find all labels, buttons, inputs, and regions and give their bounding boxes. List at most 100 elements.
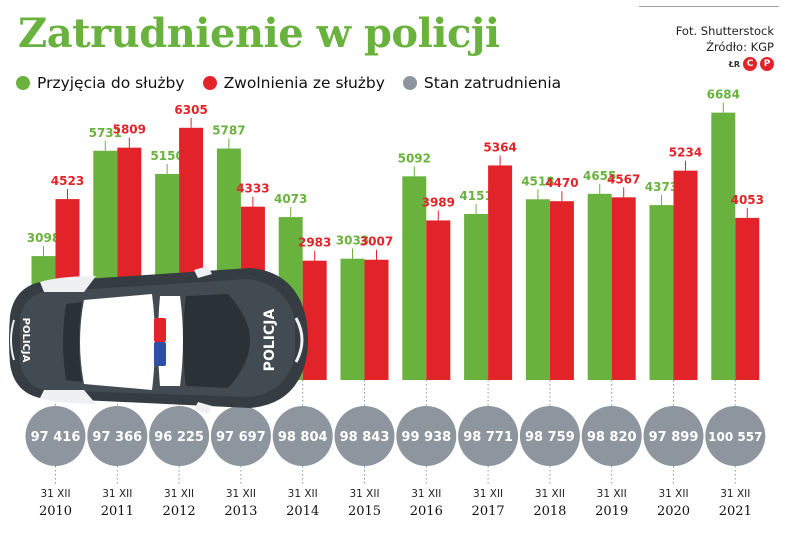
legend-item-employment: Stan zatrudnienia (402, 74, 562, 92)
employment-label-2021: 100 557 (708, 430, 762, 444)
value-label-hires-2014: 4073 (274, 192, 307, 206)
year-label-2018: 2018 (533, 504, 566, 519)
year-label-2016: 2016 (410, 504, 443, 519)
date-label-2013: 31 XII (226, 488, 256, 500)
value-label-hires-2010: 3098 (27, 231, 60, 245)
car-label-hood: POLICJA (262, 309, 278, 372)
year-label-2011: 2011 (101, 504, 134, 519)
value-label-hires-2018: 4518 (521, 174, 554, 188)
employment-label-2013: 97 697 (216, 430, 266, 445)
employment-label-2018: 98 759 (525, 430, 575, 445)
value-label-hires-2021: 6684 (707, 88, 740, 102)
value-label-dismissals-2015: 3007 (360, 235, 393, 249)
bar-dismissals-2014 (302, 260, 327, 380)
value-label-dismissals-2016: 3989 (422, 195, 455, 209)
legend: Przyjęcia do służby Zwolnienia ze służby… (16, 74, 579, 92)
bar-dismissals-2019 (611, 197, 636, 380)
value-label-hires-2011: 5731 (89, 126, 122, 140)
legend-swatch-gray (402, 76, 417, 90)
legend-swatch-green (16, 76, 30, 90)
employment-label-2016: 99 938 (401, 430, 451, 445)
employment-circle-2015 (334, 406, 395, 466)
bar-dismissals-2015 (364, 259, 389, 380)
bar-dismissals-2016 (426, 220, 451, 380)
employment-circle-2020 (643, 406, 704, 466)
year-label-2010: 2010 (39, 504, 72, 519)
value-label-hires-2015: 3033 (336, 234, 369, 248)
bar-hires-2021 (711, 112, 736, 380)
employment-circle-2014 (272, 406, 333, 466)
bar-hires-2020 (649, 205, 674, 380)
employment-label-2020: 97 899 (649, 430, 699, 445)
year-label-2014: 2014 (286, 504, 319, 519)
employment-label-2012: 96 225 (154, 430, 204, 445)
bar-hires-2018 (525, 199, 550, 380)
employment-label-2011: 97 366 (92, 430, 142, 445)
year-label-2020: 2020 (657, 504, 690, 519)
value-label-hires-2019: 4655 (583, 169, 616, 183)
value-label-hires-2020: 4373 (645, 180, 678, 194)
employment-label-2010: 97 416 (31, 430, 81, 445)
value-label-hires-2013: 5787 (212, 124, 245, 138)
page-title: Zatrudnienie w policji (18, 10, 500, 57)
legend-label-employment: Stan zatrudnienia (423, 74, 562, 92)
car-label-rear: POLICJA (20, 318, 31, 363)
employment-label-2014: 98 804 (278, 430, 328, 445)
bar-hires-2019 (587, 193, 612, 380)
year-label-2012: 2012 (163, 504, 196, 519)
employment-circle-2011 (87, 406, 148, 466)
date-label-2021: 31 XII (720, 488, 750, 500)
bar-dismissals-2017 (488, 165, 513, 380)
employment-circle-2017 (458, 406, 519, 466)
value-label-hires-2012: 5150 (150, 149, 183, 163)
employment-circle-2016 (396, 406, 457, 466)
employment-circle-2010 (25, 406, 86, 466)
date-label-2010: 31 XII (40, 488, 70, 500)
employment-circle-2019 (581, 406, 642, 466)
value-label-dismissals-2012: 6305 (174, 103, 207, 117)
employment-label-2015: 98 843 (340, 430, 390, 445)
employment-circle-2018 (519, 406, 580, 466)
value-label-dismissals-2019: 4567 (607, 172, 640, 186)
date-label-2019: 31 XII (597, 488, 627, 500)
value-label-dismissals-2017: 5364 (483, 140, 516, 154)
publisher-logo: ŁR C P (729, 57, 774, 71)
date-label-2011: 31 XII (102, 488, 132, 500)
date-label-2017: 31 XII (473, 488, 503, 500)
value-label-dismissals-2010: 4523 (51, 174, 84, 188)
value-label-dismissals-2014: 2983 (298, 236, 331, 250)
value-label-dismissals-2020: 5234 (669, 146, 702, 160)
bar-hires-2016 (402, 176, 427, 380)
logo-letter-c: C (743, 57, 757, 71)
police-car-icon: POLICJA POLICJA (9, 266, 308, 414)
legend-label-hires: Przyjęcia do służby (37, 74, 185, 92)
bar-dismissals-2018 (549, 201, 574, 380)
year-label-2019: 2019 (595, 504, 628, 519)
value-label-dismissals-2013: 4333 (236, 182, 269, 196)
year-label-2021: 2021 (719, 504, 752, 519)
date-label-2012: 31 XII (164, 488, 194, 500)
legend-item-dismissals: Zwolnienia ze służby (202, 74, 385, 92)
employment-circle-2013 (210, 406, 271, 466)
legend-label-dismissals: Zwolnienia ze służby (223, 74, 385, 92)
date-label-2018: 31 XII (535, 488, 565, 500)
bar-dismissals-2021 (735, 217, 760, 380)
employment-label-2019: 98 820 (587, 430, 637, 445)
source-credit: Źródło: KGP (706, 40, 774, 54)
employment-circle-2021 (705, 406, 766, 466)
employment-circle-2012 (149, 406, 210, 466)
bar-hires-2017 (464, 213, 489, 380)
year-label-2015: 2015 (348, 504, 381, 519)
value-label-dismissals-2021: 4053 (731, 193, 764, 207)
date-label-2016: 31 XII (411, 488, 441, 500)
top-rule (639, 6, 779, 7)
year-label-2013: 2013 (224, 504, 257, 519)
value-label-dismissals-2018: 4470 (545, 176, 578, 190)
value-label-dismissals-2011: 5809 (113, 123, 146, 137)
employment-label-2017: 98 771 (463, 430, 513, 445)
logo-letter-p: P (760, 57, 774, 71)
legend-item-hires: Przyjęcia do służby (16, 74, 185, 92)
value-label-hires-2016: 5092 (398, 151, 431, 165)
legend-swatch-red (202, 76, 217, 90)
